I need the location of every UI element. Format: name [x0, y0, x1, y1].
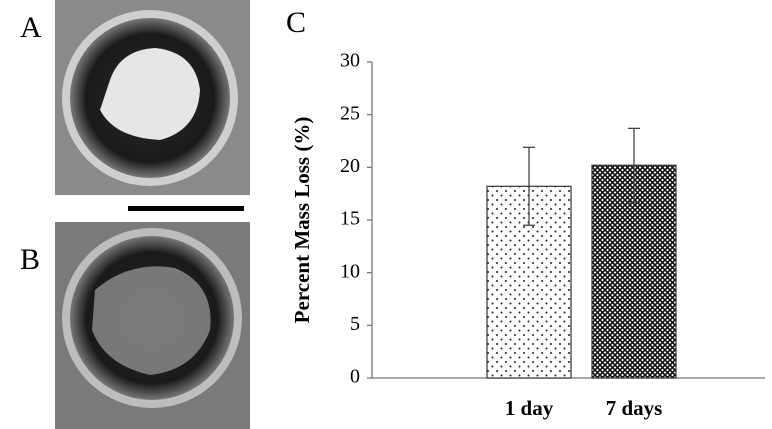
- panel-label: C: [286, 6, 306, 39]
- y-tick-label: 5: [350, 313, 360, 335]
- y-tick-label: 10: [340, 260, 360, 282]
- x-tick-label: 7 days: [606, 396, 663, 420]
- y-tick-label: 30: [340, 50, 360, 72]
- error-bar: [628, 127, 640, 203]
- y-tick-label: 25: [340, 102, 360, 124]
- y-tick-label: 20: [340, 155, 360, 177]
- error-bar: [523, 146, 535, 226]
- photo-b: [55, 222, 250, 429]
- panel-label: B: [20, 243, 40, 276]
- panel-label: A: [20, 11, 42, 44]
- y-axis-label: Percent Mass Loss (%): [290, 117, 314, 324]
- y-tick-label: 0: [350, 366, 360, 388]
- x-tick-label: 1 day: [505, 396, 554, 420]
- photo-a: [55, 0, 250, 195]
- y-tick-label: 15: [340, 208, 360, 230]
- scale-bar: [128, 206, 244, 211]
